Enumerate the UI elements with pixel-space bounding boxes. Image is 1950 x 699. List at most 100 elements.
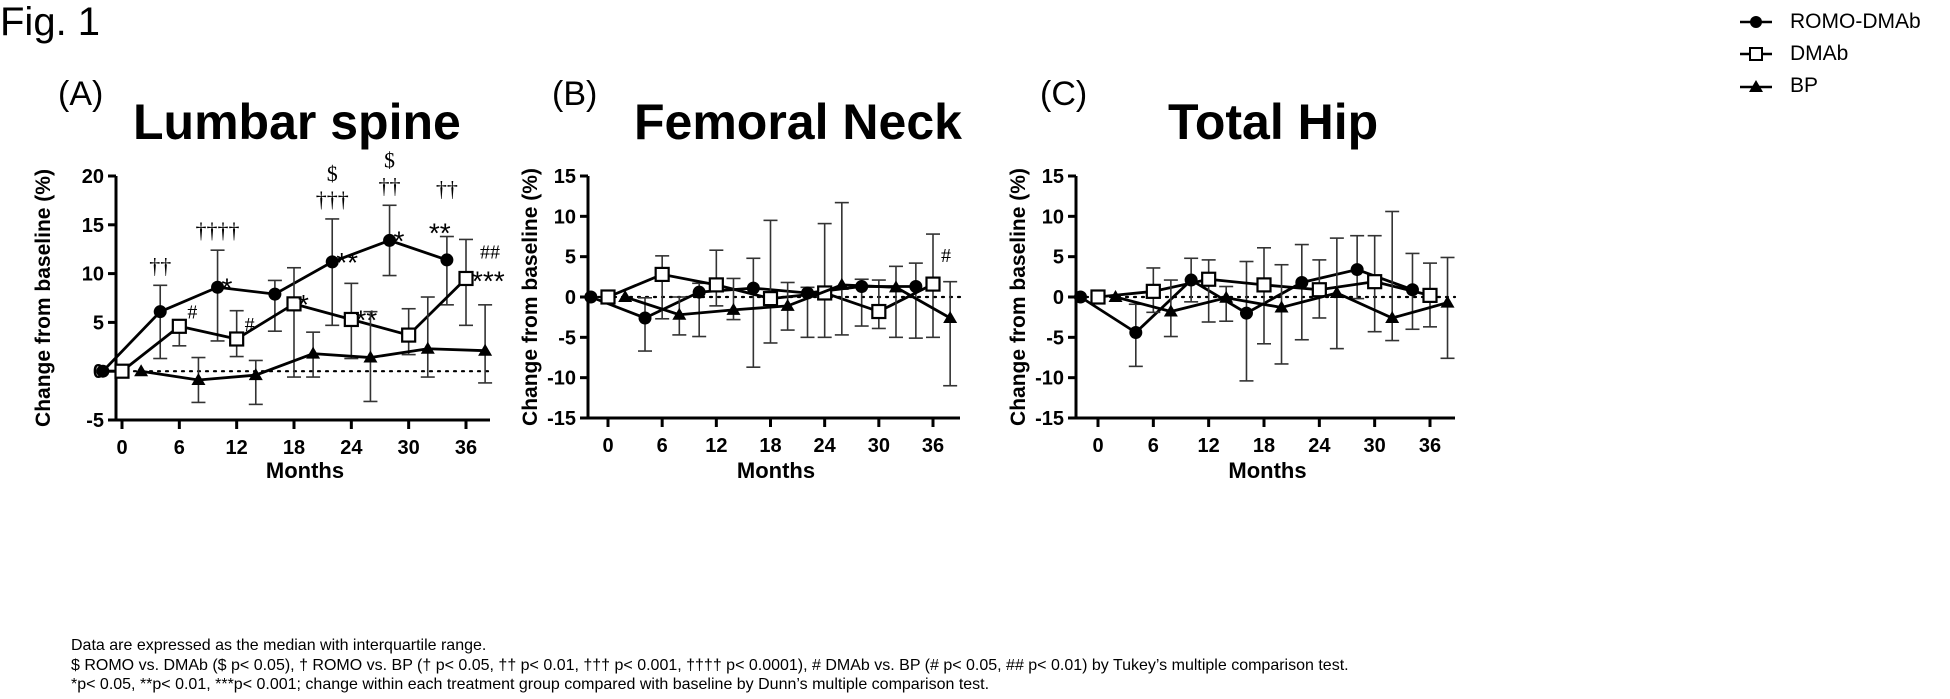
y-tick-label: 20 xyxy=(82,166,104,188)
data-point-square xyxy=(229,331,245,347)
significance-stars: ** xyxy=(355,304,377,335)
significance-mark: # xyxy=(941,245,951,267)
significance-stars: ** xyxy=(336,247,358,278)
x-tick-label: 0 xyxy=(116,437,127,459)
data-point-square xyxy=(401,327,417,343)
data-point-triangle xyxy=(618,290,633,302)
y-tick-label: 10 xyxy=(82,264,104,286)
data-point-triangle xyxy=(134,364,149,377)
x-tick-label: 36 xyxy=(922,435,944,457)
y-axis-title: Change from baseline (%) xyxy=(519,168,542,426)
series-dmab xyxy=(1090,234,1438,345)
data-point-circle xyxy=(96,364,110,378)
data-point-triangle xyxy=(306,346,321,359)
data-point-square xyxy=(343,311,359,328)
data-point-triangle xyxy=(191,372,206,385)
data-point-triangle xyxy=(672,307,687,320)
x-tick-label: 24 xyxy=(814,435,837,457)
x-tick-label: 12 xyxy=(705,435,727,457)
data-point-triangle xyxy=(888,280,903,293)
x-axis-title: Months xyxy=(737,458,815,483)
x-tick-label: 6 xyxy=(657,435,668,457)
footnote-line-1: Data are expressed as the median with in… xyxy=(71,637,487,654)
data-point-square xyxy=(600,289,616,305)
data-point-triangle xyxy=(726,302,741,315)
x-tick-label: 24 xyxy=(340,437,363,459)
data-point-triangle xyxy=(1219,290,1234,303)
y-tick-label: 5 xyxy=(93,312,104,334)
data-point-square xyxy=(1311,282,1327,298)
significance-stars: * xyxy=(222,272,233,303)
chart-panel-0: -505101520061218243036MonthsChange from … xyxy=(32,147,505,483)
series-dmab: ##******## xyxy=(114,238,505,379)
data-point-square xyxy=(708,277,724,293)
data-point-circle xyxy=(1350,263,1364,277)
significance-mark: †† xyxy=(149,253,171,278)
footnote-line-3: *p< 0.05, **p< 0.01, ***p< 0.001; change… xyxy=(71,676,990,693)
series-romo-dmab: ††*††††**†††$*††$**†† xyxy=(96,147,458,378)
data-point-triangle xyxy=(363,350,378,363)
data-point-square xyxy=(654,266,670,283)
footnotes: Data are expressed as the median with in… xyxy=(71,636,1349,695)
series-bp xyxy=(618,201,958,387)
y-tick-label: 5 xyxy=(1053,247,1064,269)
data-point-triangle xyxy=(1108,290,1123,302)
data-point-square xyxy=(286,296,302,312)
y-tick-label: -10 xyxy=(547,368,576,390)
footnote-line-2: $ ROMO vs. DMAb ($ p< 0.05), † ROMO vs. … xyxy=(71,656,1349,674)
significance-stars: * xyxy=(394,225,405,256)
y-tick-label: -15 xyxy=(547,408,576,430)
data-point-circle xyxy=(638,311,652,325)
series-bp xyxy=(134,296,493,406)
data-point-triangle xyxy=(780,298,795,311)
x-axis-title: Months xyxy=(1228,458,1306,483)
data-point-triangle xyxy=(1274,300,1289,313)
panel-a-letter: (A) xyxy=(58,75,104,113)
data-point-triangle xyxy=(834,277,849,290)
x-axis-title: Months xyxy=(266,458,344,483)
y-axis-title: Change from baseline (%) xyxy=(32,169,55,427)
x-tick-label: 30 xyxy=(1364,435,1386,457)
panel-b-title: Femoral Neck xyxy=(634,94,962,150)
series-bp xyxy=(1108,210,1455,365)
y-tick-label: 15 xyxy=(82,215,104,237)
panel-c-letter: (C) xyxy=(1040,75,1088,113)
legend: ROMO-DMAb DMAb BP xyxy=(1740,6,1921,102)
y-tick-label: 15 xyxy=(554,166,576,188)
filled-circle-icon xyxy=(1740,16,1772,28)
y-tick-label: -5 xyxy=(558,327,576,349)
significance-mark: $ xyxy=(327,161,338,186)
y-tick-label: 5 xyxy=(565,247,576,269)
open-square-icon xyxy=(1740,47,1772,61)
significance-mark: # xyxy=(187,301,197,323)
significance-stars: *** xyxy=(472,265,505,296)
y-tick-label: 15 xyxy=(1042,166,1064,188)
series-dmab: # xyxy=(600,219,951,344)
significance-mark: †† xyxy=(436,177,458,202)
data-point-circle xyxy=(153,305,167,319)
legend-item-romo-dmab: ROMO-DMAb xyxy=(1740,6,1921,38)
data-point-circle xyxy=(584,290,598,304)
x-tick-label: 0 xyxy=(602,435,613,457)
data-point-triangle xyxy=(1329,285,1344,298)
legend-item-bp: BP xyxy=(1740,70,1921,102)
series-romo-dmab xyxy=(1073,234,1420,382)
significance-mark: # xyxy=(245,314,255,336)
data-point-circle xyxy=(1073,290,1087,304)
x-tick-label: 6 xyxy=(1148,435,1159,457)
data-point-square xyxy=(1201,271,1217,287)
x-tick-label: 18 xyxy=(283,437,305,459)
significance-mark: ## xyxy=(480,241,500,263)
panel-b-letter: (B) xyxy=(552,75,598,113)
y-tick-label: -5 xyxy=(86,410,104,432)
data-point-triangle xyxy=(248,368,263,381)
panel-a-title: Lumbar spine xyxy=(133,94,461,150)
data-point-circle xyxy=(1295,275,1309,289)
y-tick-label: -15 xyxy=(1035,408,1064,430)
x-tick-label: 6 xyxy=(174,437,185,459)
x-tick-label: 36 xyxy=(455,437,477,459)
significance-mark: †††† xyxy=(196,218,240,243)
data-point-square xyxy=(171,318,187,334)
significance-mark: †† xyxy=(379,173,401,198)
y-tick-label: -5 xyxy=(1046,327,1064,349)
